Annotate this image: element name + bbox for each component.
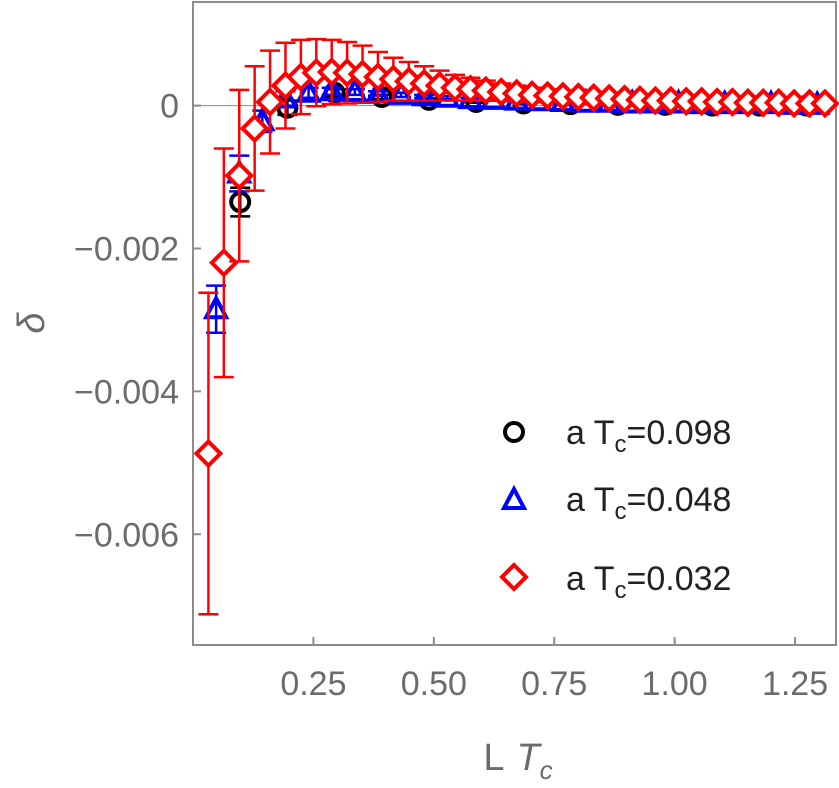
x-tick-label: 0.50 [401, 665, 467, 703]
legend-label-3: a Tc=0.032 [566, 560, 731, 604]
x-axis-title: L Tc [483, 737, 552, 785]
x-tick-label: 0.25 [280, 665, 346, 703]
x-axis-title-sub: c [540, 755, 553, 785]
y-axis-title: δ [11, 312, 53, 334]
data-point-diamond [810, 88, 839, 119]
data-point-triangle [202, 293, 230, 320]
y-tick-label: 0 [160, 88, 179, 126]
x-tick-label: 1.00 [642, 665, 708, 703]
data-point-diamond [208, 247, 239, 278]
legend: a Tc=0.098 a Tc=0.048 a Tc=0.032 [499, 414, 731, 604]
legend-marker-diamond [499, 562, 529, 592]
data-point-diamond [239, 113, 270, 144]
y-tick-label: −0.002 [74, 230, 179, 268]
legend-label-2: a Tc=0.048 [566, 481, 731, 525]
data-point-triangle [295, 77, 322, 103]
legend-label-1: a Tc=0.098 [566, 414, 731, 458]
x-axis-title-italic: T [516, 737, 542, 779]
data-point-triangle [341, 76, 369, 103]
y-tick-label: −0.006 [74, 516, 179, 554]
series-triangle [202, 76, 831, 335]
x-axis-title-main: L [483, 737, 504, 779]
plot-frame [192, 1, 837, 646]
legend-marker-circle [503, 421, 525, 443]
legend-marker-triangle [500, 484, 528, 510]
x-tick-label: 1.25 [762, 665, 828, 703]
axis-ticks: 0.25 0.50 0.75 1.00 1.25 0 −0.002 −0.004 −0.006 [74, 88, 828, 703]
y-tick-label: −0.004 [74, 373, 179, 411]
data-point-diamond [255, 87, 285, 117]
series-layer [193, 37, 839, 616]
series-diamond [193, 37, 839, 616]
data-point-diamond [193, 438, 224, 469]
x-tick-label: 0.75 [521, 665, 587, 703]
data-point-diamond [224, 160, 255, 191]
data-point-triangle [410, 81, 438, 107]
